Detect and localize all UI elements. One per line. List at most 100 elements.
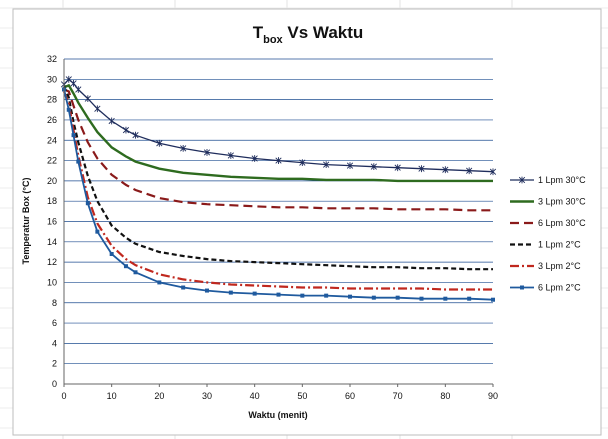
y-tick-label: 18 <box>47 196 57 206</box>
chart-title-subscript: box <box>263 34 283 46</box>
x-axis-label: Waktu (menit) <box>248 410 307 420</box>
data-point <box>323 161 330 169</box>
y-tick-label: 30 <box>47 74 57 84</box>
data-point <box>419 296 424 301</box>
data-point <box>66 107 71 112</box>
legend-label: 1 Lpm 2°C <box>538 240 581 250</box>
chart-title-rest: Vs Waktu <box>283 23 364 42</box>
y-tick-label: 28 <box>47 95 57 105</box>
data-point <box>70 79 77 87</box>
data-point <box>348 294 352 299</box>
data-point <box>394 164 401 172</box>
data-point <box>133 270 138 275</box>
legend-label: 6 Lpm 2°C <box>538 283 581 293</box>
x-tick-label: 0 <box>61 391 66 401</box>
x-tick-label: 90 <box>488 391 498 401</box>
series-line <box>60 75 497 176</box>
data-point <box>324 293 329 298</box>
data-point <box>346 162 354 170</box>
x-tick-label: 80 <box>440 391 450 401</box>
data-point <box>252 291 257 296</box>
x-tick-label: 50 <box>297 391 307 401</box>
series-layer <box>60 75 497 302</box>
y-tick-label: 26 <box>47 115 57 125</box>
data-point <box>300 293 305 298</box>
y-tick-label: 32 <box>47 54 57 64</box>
y-axis-label: Temperatur Box (°C) <box>21 178 31 265</box>
data-point <box>132 131 139 139</box>
y-tick-label: 10 <box>47 277 57 287</box>
legend: 1 Lpm 30°C 3 Lpm 30°C 6 Lpm 30°C 1 Lpm 2°C 3… <box>510 175 586 293</box>
chart-title: Tbox Vs Waktu <box>253 23 364 46</box>
data-point <box>203 149 211 156</box>
y-tick-label: 2 <box>52 359 57 369</box>
chart-title-main: T <box>253 23 264 42</box>
data-point <box>65 75 72 83</box>
data-point <box>181 285 186 290</box>
data-point <box>518 176 526 184</box>
data-point <box>442 166 449 174</box>
series-path <box>63 83 493 183</box>
series-line <box>62 87 495 302</box>
legend-label: 1 Lpm 30°C <box>538 175 586 185</box>
data-point <box>443 296 448 301</box>
y-tick-label: 20 <box>47 176 57 186</box>
data-point <box>71 133 76 138</box>
data-point <box>76 159 81 164</box>
data-point <box>122 126 130 134</box>
data-point <box>157 280 162 285</box>
data-point <box>371 295 376 300</box>
data-point <box>370 163 377 171</box>
data-point <box>467 296 472 301</box>
y-tick-label: 12 <box>47 257 57 267</box>
series-path <box>63 88 493 212</box>
legend-item: 1 Lpm 2°C <box>510 240 581 250</box>
data-point <box>489 168 497 176</box>
data-point <box>418 165 425 173</box>
data-point <box>180 144 187 152</box>
data-point <box>466 167 473 175</box>
data-point <box>95 229 100 234</box>
x-tick-label: 10 <box>107 391 117 401</box>
legend-label: 3 Lpm 30°C <box>538 197 586 207</box>
legend-label: 3 Lpm 2°C <box>538 261 581 271</box>
data-point <box>275 157 282 164</box>
y-tick-label: 24 <box>47 135 57 145</box>
data-point <box>156 139 163 147</box>
data-point <box>75 86 82 93</box>
data-point <box>123 264 128 269</box>
y-tick-label: 14 <box>47 237 57 247</box>
y-tick-label: 16 <box>47 217 57 227</box>
data-point <box>228 290 233 295</box>
series-line <box>63 83 493 183</box>
x-tick-label: 30 <box>202 391 212 401</box>
x-tick-label: 60 <box>345 391 355 401</box>
data-point <box>205 288 209 293</box>
data-point <box>227 152 234 159</box>
data-point <box>491 297 495 302</box>
x-tick-label: 20 <box>154 391 164 401</box>
legend-item: 6 Lpm 2°C <box>510 283 581 293</box>
y-tick-label: 0 <box>52 379 57 389</box>
data-point <box>108 117 115 125</box>
data-point <box>276 292 281 297</box>
data-point <box>109 252 114 256</box>
y-tick-label: 6 <box>52 318 57 328</box>
x-tick-label: 40 <box>250 391 260 401</box>
series-path <box>62 91 493 291</box>
data-point <box>85 201 90 206</box>
y-tick-label: 8 <box>52 298 57 308</box>
data-point <box>84 95 91 103</box>
data-point <box>395 295 400 300</box>
series-line <box>62 91 493 291</box>
y-tick-label: 4 <box>52 338 57 348</box>
data-point <box>251 155 258 162</box>
y-tick-label: 22 <box>47 156 57 166</box>
data-point <box>94 105 101 113</box>
legend-item: 6 Lpm 30°C <box>510 218 586 228</box>
series-path <box>63 89 494 301</box>
legend-item: 3 Lpm 30°C <box>510 197 586 207</box>
data-point <box>520 285 524 290</box>
